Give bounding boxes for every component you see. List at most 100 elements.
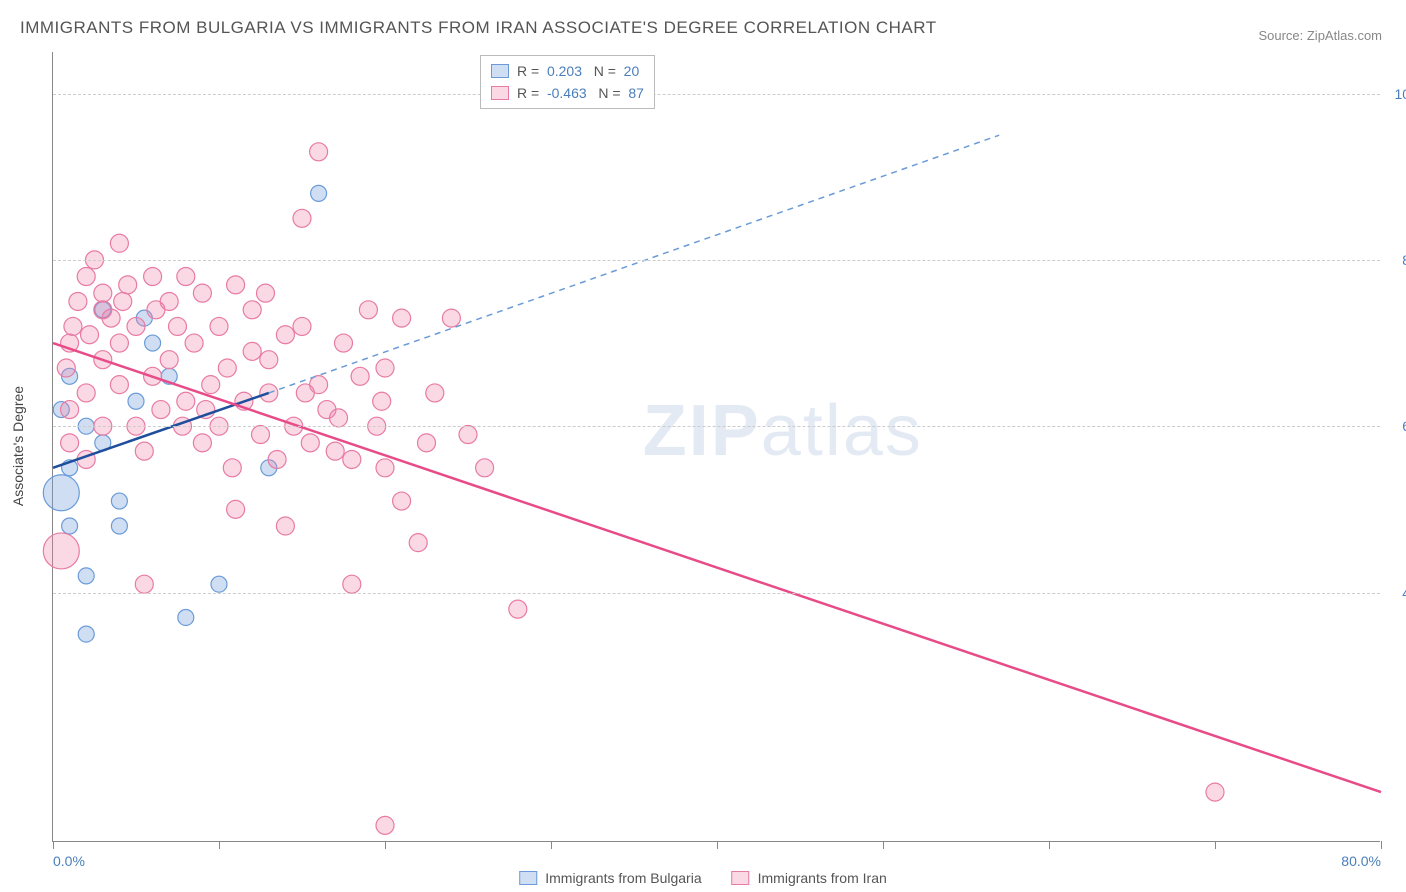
chart-svg	[53, 52, 1380, 841]
x-tick	[53, 841, 54, 849]
point-bulgaria	[178, 609, 194, 625]
point-iran	[459, 426, 477, 444]
regression-dashed-bulgaria	[269, 135, 999, 393]
point-bulgaria	[62, 518, 78, 534]
series-legend: Immigrants from Bulgaria Immigrants from …	[519, 870, 887, 886]
series-legend-item-bulgaria: Immigrants from Bulgaria	[519, 870, 701, 886]
point-bulgaria	[111, 493, 127, 509]
point-iran	[376, 359, 394, 377]
legend-swatch-iran	[491, 86, 509, 100]
point-iran	[218, 359, 236, 377]
point-iran	[110, 234, 128, 252]
point-iran	[43, 533, 79, 569]
point-iran	[94, 284, 112, 302]
point-iran	[476, 459, 494, 477]
point-iran	[135, 442, 153, 460]
point-iran	[243, 342, 261, 360]
point-iran	[326, 442, 344, 460]
point-iran	[69, 292, 87, 310]
point-iran	[276, 326, 294, 344]
point-iran	[119, 276, 137, 294]
plot-area: ZIPatlas 40.0%60.0%80.0%100.0%0.0%80.0%	[52, 52, 1380, 842]
point-iran	[61, 434, 79, 452]
point-iran	[110, 334, 128, 352]
legend-row-bulgaria: R = 0.203 N = 20	[491, 60, 644, 82]
y-axis-title: Associate's Degree	[10, 386, 26, 506]
point-bulgaria	[311, 185, 327, 201]
point-iran	[110, 376, 128, 394]
point-bulgaria	[145, 335, 161, 351]
series-swatch-bulgaria	[519, 871, 537, 885]
point-iran	[223, 459, 241, 477]
point-bulgaria	[128, 393, 144, 409]
regression-line-iran	[53, 343, 1381, 792]
y-tick-label: 60.0%	[1387, 418, 1406, 434]
point-iran	[418, 434, 436, 452]
point-iran	[343, 450, 361, 468]
gridline	[53, 260, 1380, 261]
point-iran	[193, 284, 211, 302]
legend-swatch-bulgaria	[491, 64, 509, 78]
gridline	[53, 593, 1380, 594]
point-iran	[193, 434, 211, 452]
legend-row-iran: R = -0.463 N = 87	[491, 82, 644, 104]
point-iran	[227, 500, 245, 518]
point-iran	[177, 392, 195, 410]
point-iran	[147, 301, 165, 319]
point-iran	[351, 367, 369, 385]
point-iran	[330, 409, 348, 427]
gridline	[53, 94, 1380, 95]
point-iran	[310, 143, 328, 161]
point-iran	[127, 317, 145, 335]
point-iran	[376, 459, 394, 477]
point-iran	[81, 326, 99, 344]
point-iran	[210, 317, 228, 335]
series-swatch-iran	[732, 871, 750, 885]
x-tick	[1049, 841, 1050, 849]
point-bulgaria	[43, 475, 79, 511]
series-label-iran: Immigrants from Iran	[758, 870, 887, 886]
point-bulgaria	[78, 568, 94, 584]
point-iran	[276, 517, 294, 535]
x-tick	[883, 841, 884, 849]
point-iran	[144, 268, 162, 286]
x-tick	[1215, 841, 1216, 849]
x-tick	[717, 841, 718, 849]
point-iran	[177, 268, 195, 286]
point-iran	[301, 434, 319, 452]
point-bulgaria	[111, 518, 127, 534]
x-tick	[551, 841, 552, 849]
point-iran	[296, 384, 314, 402]
point-bulgaria	[211, 576, 227, 592]
point-iran	[256, 284, 274, 302]
point-iran	[114, 292, 132, 310]
point-iran	[359, 301, 377, 319]
point-iran	[376, 816, 394, 834]
point-iran	[268, 450, 286, 468]
x-tick-label: 80.0%	[1341, 853, 1381, 869]
point-iran	[64, 317, 82, 335]
point-iran	[243, 301, 261, 319]
point-iran	[152, 401, 170, 419]
x-tick	[1381, 841, 1382, 849]
point-iran	[77, 268, 95, 286]
y-tick-label: 100.0%	[1387, 86, 1406, 102]
point-iran	[343, 575, 361, 593]
point-iran	[102, 309, 120, 327]
point-iran	[135, 575, 153, 593]
point-iran	[1206, 783, 1224, 801]
legend-stats-iran: R = -0.463 N = 87	[517, 82, 644, 104]
correlation-legend: R = 0.203 N = 20R = -0.463 N = 87	[480, 55, 655, 109]
gridline	[53, 426, 1380, 427]
point-bulgaria	[78, 626, 94, 642]
point-iran	[509, 600, 527, 618]
point-iran	[335, 334, 353, 352]
y-tick-label: 40.0%	[1387, 585, 1406, 601]
series-legend-item-iran: Immigrants from Iran	[732, 870, 887, 886]
point-iran	[77, 384, 95, 402]
point-iran	[373, 392, 391, 410]
point-iran	[227, 276, 245, 294]
point-iran	[442, 309, 460, 327]
point-iran	[393, 309, 411, 327]
chart-title: IMMIGRANTS FROM BULGARIA VS IMMIGRANTS F…	[20, 18, 937, 38]
